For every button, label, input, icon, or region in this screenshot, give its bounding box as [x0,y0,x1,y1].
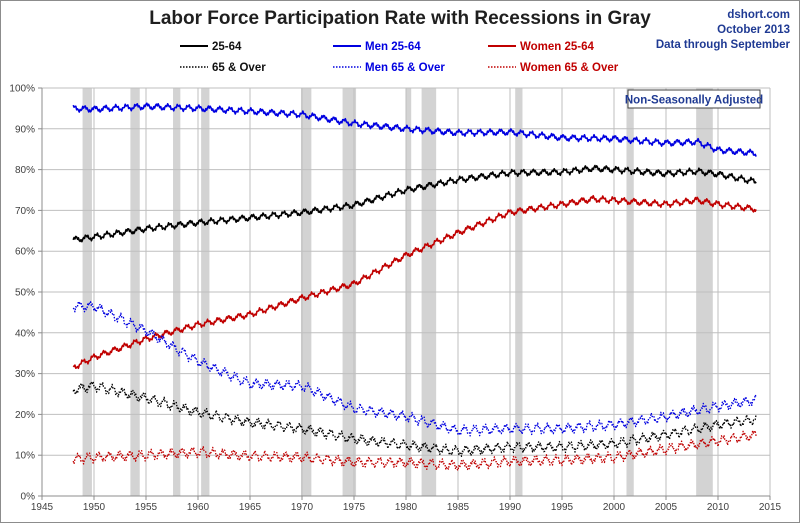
x-tick-label: 1975 [343,502,366,513]
series-line-25-64 [72,164,757,243]
series-line-men-65-over [72,300,757,437]
annotation-text: Non-Seasonally Adjusted [625,95,763,107]
series-line-men-25-64 [72,102,757,157]
x-tick-label: 2005 [655,502,678,513]
legend: 25-64 Men 25-64 Women 25-64 65 & Over Men 65… [180,41,619,74]
legend-label: Men 65 & Over [365,62,445,74]
x-tick-label: 1985 [447,502,470,513]
y-tick-label: 60% [15,247,35,258]
y-tick-label: 10% [15,451,35,462]
legend-label: 65 & Over [212,62,266,74]
series-line-women-65-over [72,429,757,472]
x-tick-label: 1960 [187,502,210,513]
x-tick-label: 1950 [83,502,106,513]
y-tick-label: 80% [15,165,35,176]
series-line-women-25-64 [72,194,757,370]
source-note: Data through September [655,39,790,51]
x-tick-label: 2015 [759,502,782,513]
chart-title: Labor Force Participation Rate with Rece… [149,8,651,29]
x-tick-label: 1980 [395,502,418,513]
legend-label: Women 65 & Over [520,62,619,74]
series-lines [72,102,757,472]
x-tick-label: 1945 [31,502,54,513]
y-tick-label: 50% [15,288,35,299]
source-block: dshort.com October 2013 Data through Sep… [656,8,790,53]
series-line-65-over [72,380,757,457]
x-tick-label: 1965 [239,502,262,513]
source-date: October 2013 [717,24,790,36]
x-tick-label: 2000 [603,502,626,513]
y-tick-label: 0% [21,492,36,503]
x-tick-label: 1955 [135,502,158,513]
x-tick-label: 1990 [499,502,522,513]
y-tick-label: 100% [9,84,35,95]
y-tick-label: 40% [15,328,35,339]
x-tick-label: 2010 [707,502,730,513]
annotation-box: Non-Seasonally Adjusted [625,89,763,109]
source-site: dshort.com [727,9,790,21]
y-tick-label: 30% [15,369,35,380]
legend-label: Women 25-64 [520,41,595,53]
x-tick-label: 1970 [291,502,314,513]
y-tick-label: 70% [15,206,35,217]
legend-label: 25-64 [212,41,242,53]
axes: 0% 10% 20% 30% 40% 50% 60% 70% 80% 90% 100% 1945 195… [9,84,781,514]
legend-label: Men 25-64 [365,41,421,53]
y-tick-label: 90% [15,124,35,135]
x-tick-label: 1995 [551,502,574,513]
y-tick-label: 20% [15,410,35,421]
